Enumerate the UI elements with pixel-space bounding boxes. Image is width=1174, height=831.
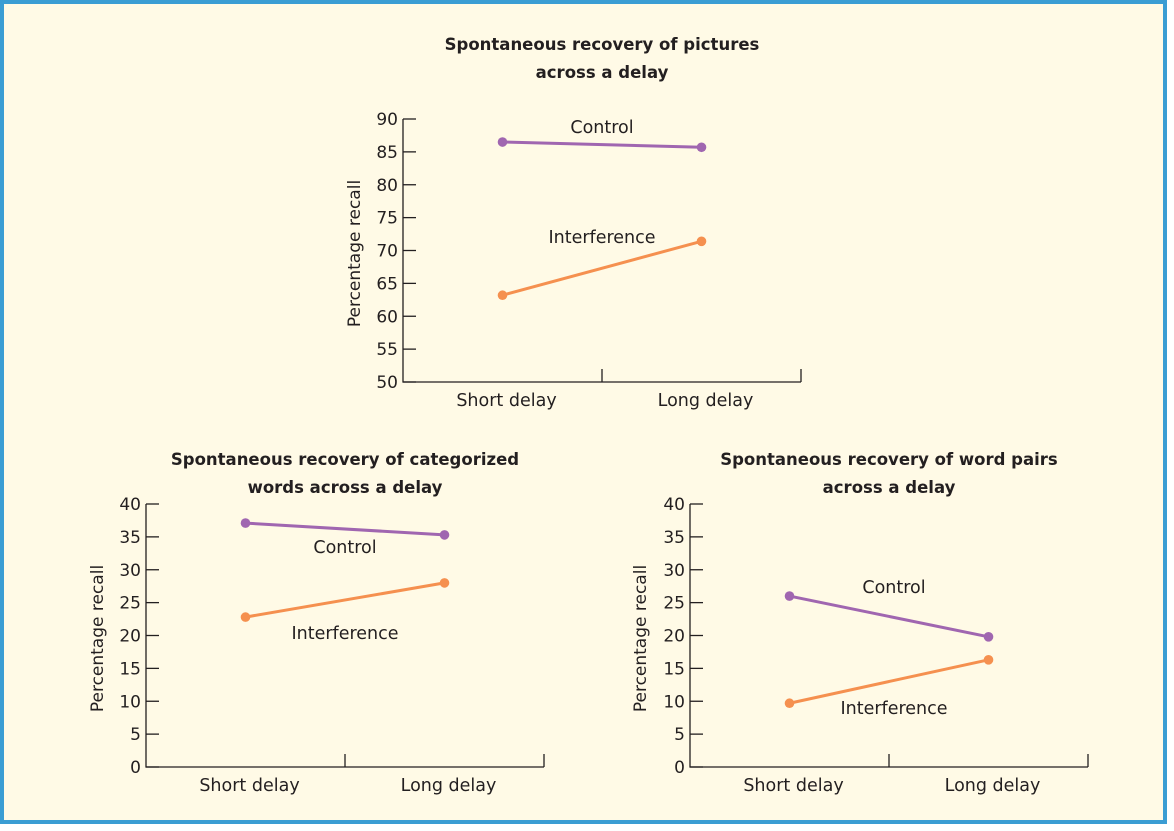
- series-control: Control: [497, 118, 707, 153]
- y-tick-label: 35: [663, 528, 685, 548]
- data-point: [439, 530, 450, 540]
- y-tick-label: 5: [674, 725, 685, 745]
- chart-title-line: across a delay: [823, 478, 956, 497]
- y-tick-label: 90: [376, 110, 398, 130]
- y-tick-label: 25: [663, 594, 685, 614]
- y-tick-label: 75: [376, 209, 398, 229]
- y-tick-label: 15: [663, 659, 685, 679]
- y-tick-label: 55: [376, 340, 398, 360]
- chart-2: Spontaneous recovery of categorized words…: [88, 450, 545, 796]
- y-tick-label: 80: [376, 176, 398, 196]
- chart-title-line: Spontaneous recovery of word pairs: [720, 450, 1058, 469]
- y-tick-label: 65: [376, 274, 398, 294]
- x-category-label: Long delay: [658, 391, 754, 411]
- series-line: [789, 658, 989, 705]
- series-label: Interference: [840, 699, 947, 719]
- y-axis-label: Percentage recall: [345, 180, 365, 327]
- chart-title-line: words across a delay: [248, 478, 443, 497]
- data-point: [983, 632, 994, 642]
- data-point: [784, 698, 795, 709]
- series-interference: Interference: [497, 228, 707, 301]
- data-point: [784, 591, 795, 601]
- series-line: [245, 581, 445, 619]
- series-label: Control: [862, 578, 925, 598]
- y-tick-label: 10: [663, 692, 685, 712]
- axes: [689, 504, 1088, 768]
- y-tick-label: 10: [119, 692, 141, 712]
- y-tick-label: 5: [130, 725, 141, 745]
- x-category-label: Long delay: [945, 776, 1041, 796]
- x-category-label: Short delay: [456, 391, 556, 411]
- chart-3: Spontaneous recovery of word pairs across…: [631, 450, 1089, 796]
- y-tick-label: 0: [130, 758, 141, 778]
- data-point: [439, 578, 450, 588]
- y-tick-label: 30: [663, 561, 685, 581]
- y-axis-label: Percentage recall: [88, 565, 108, 712]
- series-control: Control: [784, 578, 994, 642]
- data-point: [696, 142, 707, 153]
- series-line: [502, 140, 702, 149]
- series-label: Control: [313, 538, 376, 558]
- y-tick-label: 70: [376, 242, 398, 262]
- y-tick-label: 0: [674, 758, 685, 778]
- series-control: Control: [240, 518, 450, 558]
- y-tick-label: 25: [119, 594, 141, 614]
- series-line: [245, 521, 445, 537]
- series-line: [502, 239, 702, 297]
- y-tick-label: 50: [376, 373, 398, 393]
- y-tick-label: 30: [119, 561, 141, 581]
- chart-1: Spontaneous recovery of pictures across a…: [345, 35, 802, 411]
- data-point: [983, 655, 994, 665]
- data-point: [497, 290, 508, 301]
- x-category-label: Short delay: [743, 776, 843, 796]
- series-interference: Interference: [240, 578, 450, 644]
- y-tick-label: 15: [119, 659, 141, 679]
- y-tick-label: 35: [119, 528, 141, 548]
- series-interference: Interference: [784, 655, 994, 719]
- data-point: [696, 236, 707, 247]
- data-point: [497, 137, 508, 147]
- series-label: Interference: [548, 228, 655, 248]
- y-axis-label: Percentage recall: [631, 565, 651, 712]
- axes: [402, 119, 801, 383]
- y-tick-label: 40: [663, 495, 685, 515]
- x-category-label: Short delay: [199, 776, 299, 796]
- series-line: [789, 594, 989, 639]
- y-tick-label: 20: [119, 627, 141, 647]
- data-point: [240, 518, 251, 528]
- y-tick-label: 20: [663, 627, 685, 647]
- series-label: Interference: [291, 624, 398, 644]
- y-tick-label: 40: [119, 495, 141, 515]
- data-point: [240, 612, 251, 622]
- chart-title-line: Spontaneous recovery of categorized: [171, 450, 519, 469]
- y-tick-label: 85: [376, 143, 398, 163]
- chart-title-line: across a delay: [536, 63, 669, 82]
- x-category-label: Long delay: [401, 776, 497, 796]
- series-label: Control: [570, 118, 633, 138]
- chart-title-line: Spontaneous recovery of pictures: [445, 35, 760, 54]
- y-tick-label: 60: [376, 307, 398, 327]
